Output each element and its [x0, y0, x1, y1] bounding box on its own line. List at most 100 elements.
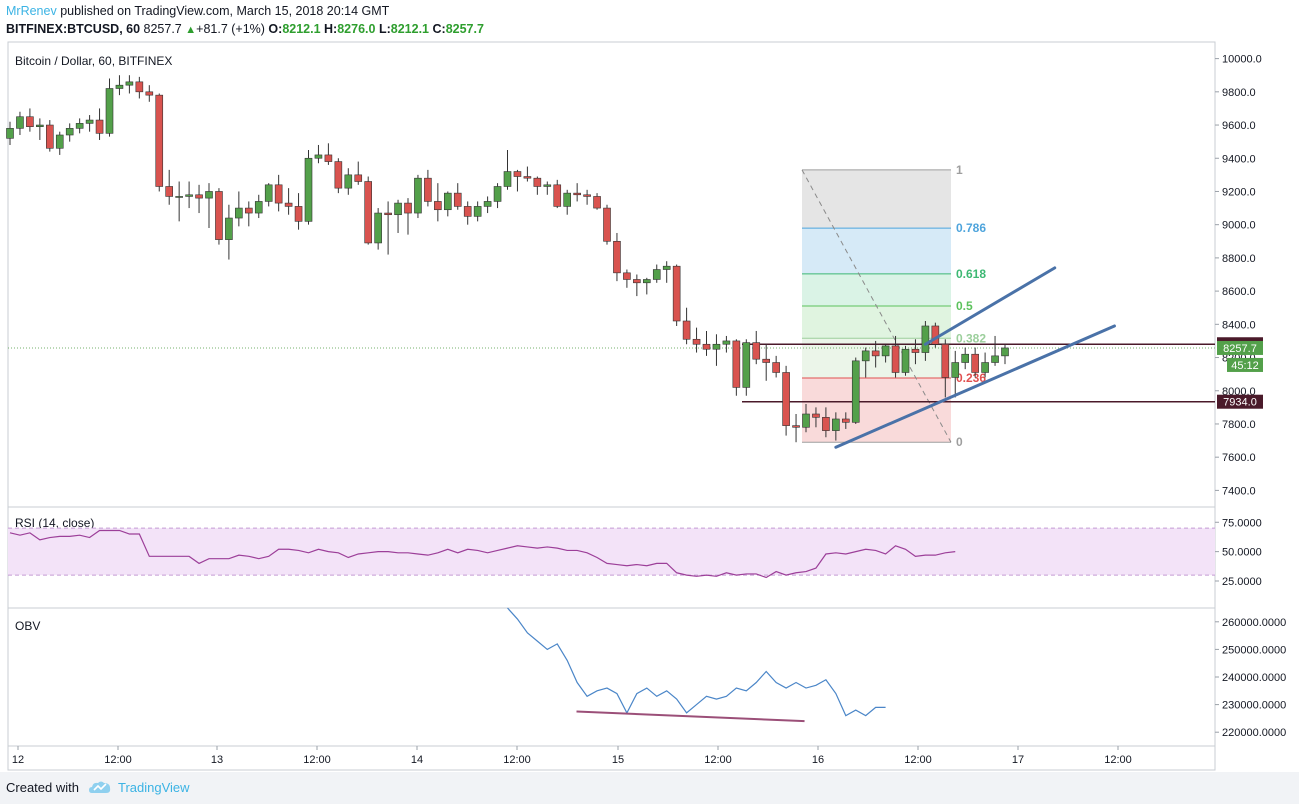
- fib-level-label: 0.786: [956, 221, 986, 235]
- candle-down: [513, 171, 522, 177]
- candle-down: [672, 265, 681, 322]
- candle-down: [772, 362, 780, 373]
- fib-level-label: 0.618: [956, 267, 986, 281]
- tradingview-logo-icon[interactable]: [88, 779, 112, 795]
- candle-up: [314, 154, 323, 159]
- tradingview-brand[interactable]: TradingView: [118, 780, 190, 795]
- rsi-tick-label: 75.0000: [1222, 517, 1262, 529]
- candle-up: [115, 84, 124, 89]
- time-tick-label: 16: [812, 754, 824, 766]
- open-label: O:: [268, 22, 283, 36]
- candle-up: [961, 353, 970, 363]
- candle-up: [175, 196, 183, 198]
- candle-up: [951, 362, 960, 378]
- time-tick-label: 12:00: [904, 754, 932, 766]
- rsi-band: [8, 528, 1215, 576]
- candle-up: [662, 265, 671, 270]
- time-tick-label: 12:00: [503, 754, 531, 766]
- candle-down: [822, 417, 830, 431]
- candle-down: [384, 212, 392, 216]
- price-line-tag-label: 7934.0: [1223, 397, 1257, 409]
- time-tick-label: 13: [211, 754, 223, 766]
- candle-up: [65, 128, 74, 136]
- candle-up: [304, 157, 313, 222]
- fib-zone: [802, 169, 951, 229]
- candle-down: [215, 191, 223, 240]
- candle-up: [742, 342, 751, 388]
- chart-area[interactable]: 10000.0 9800.0 9600.0 9400.0 9200.0 9000.0 880…: [0, 0, 1299, 772]
- candle-up: [483, 201, 492, 207]
- price-tick-label: 9200.0: [1222, 186, 1256, 198]
- published-text: published on TradingView.com, March 15, …: [56, 4, 390, 18]
- candle-down: [26, 116, 34, 127]
- candle-down: [523, 176, 532, 179]
- candle-down: [245, 207, 253, 214]
- price-tick-label: 7800.0: [1222, 419, 1256, 431]
- candle-up: [652, 269, 661, 280]
- candle-up: [6, 128, 14, 139]
- obv-pane-title: OBV: [15, 619, 40, 633]
- candle-down: [891, 345, 900, 373]
- candle-down: [702, 343, 711, 350]
- candle-up: [85, 119, 94, 124]
- time-tick-label: 17: [1012, 754, 1024, 766]
- candle-up: [712, 343, 721, 350]
- candle-down: [752, 342, 761, 360]
- obv-tick-label: 220000.0000: [1222, 727, 1286, 739]
- time-tick-label: 12:00: [303, 754, 331, 766]
- countdown-tag: [1227, 357, 1263, 372]
- candle-up: [563, 192, 572, 207]
- rsi-pane-title: RSI (14, close): [15, 516, 94, 530]
- candle-down: [841, 418, 850, 423]
- candle-up: [443, 192, 452, 211]
- chart-frame: [7, 41, 1216, 771]
- candle-up: [473, 206, 482, 217]
- symbol-label: BITFINEX:BTCUSD, 60: [6, 22, 141, 36]
- time-tick-label: 12: [12, 754, 24, 766]
- symbol-info: BITFINEX:BTCUSD, 60 8257.7 ▲+81.7 (+1%) …: [6, 22, 484, 36]
- candle-down: [165, 186, 173, 197]
- candle-up: [851, 360, 860, 423]
- high-label: H:: [324, 22, 338, 36]
- price-tick-label: 9000.0: [1222, 220, 1256, 232]
- fib-level-label: 1: [956, 163, 963, 177]
- candle-up: [264, 184, 273, 202]
- candle-down: [573, 192, 581, 196]
- close-label: C:: [432, 22, 446, 36]
- time-tick-label: 14: [411, 754, 423, 766]
- candle-up: [543, 184, 552, 187]
- candle-down: [135, 81, 144, 93]
- last-price-tag: [1217, 340, 1263, 355]
- obv-line: [507, 607, 886, 717]
- low-value: 8212.1: [390, 22, 429, 36]
- candle-up: [414, 177, 422, 214]
- footer: Created with TradingView: [0, 772, 1299, 804]
- candle-down: [354, 174, 363, 182]
- candle-up: [125, 81, 134, 86]
- candle-down: [453, 192, 462, 207]
- candle-down: [324, 154, 333, 162]
- candle-up: [205, 191, 213, 199]
- candle-down: [971, 353, 979, 373]
- candle-up: [344, 174, 353, 189]
- candle-down: [294, 206, 303, 222]
- candle-down: [274, 184, 283, 204]
- candle-down: [553, 184, 562, 207]
- candle-down: [812, 413, 820, 418]
- channel-line: [923, 266, 1057, 346]
- candle-down: [583, 194, 591, 197]
- obv-divergence-line: [576, 710, 805, 723]
- rsi-tick-label: 25.0000: [1222, 576, 1262, 588]
- candle-up: [1001, 347, 1009, 357]
- candle-down: [603, 207, 611, 242]
- fib-trend-line: [801, 169, 952, 443]
- candle-down: [424, 177, 432, 202]
- author-name[interactable]: MrRenev: [6, 4, 57, 18]
- candle-up: [254, 201, 263, 214]
- time-tick-label: 12:00: [704, 754, 732, 766]
- time-tick-label: 12:00: [104, 754, 132, 766]
- candle-down: [45, 124, 54, 149]
- candle-down: [145, 91, 154, 96]
- candle-up: [861, 350, 870, 362]
- rsi-tick-label: 50.0000: [1222, 547, 1262, 559]
